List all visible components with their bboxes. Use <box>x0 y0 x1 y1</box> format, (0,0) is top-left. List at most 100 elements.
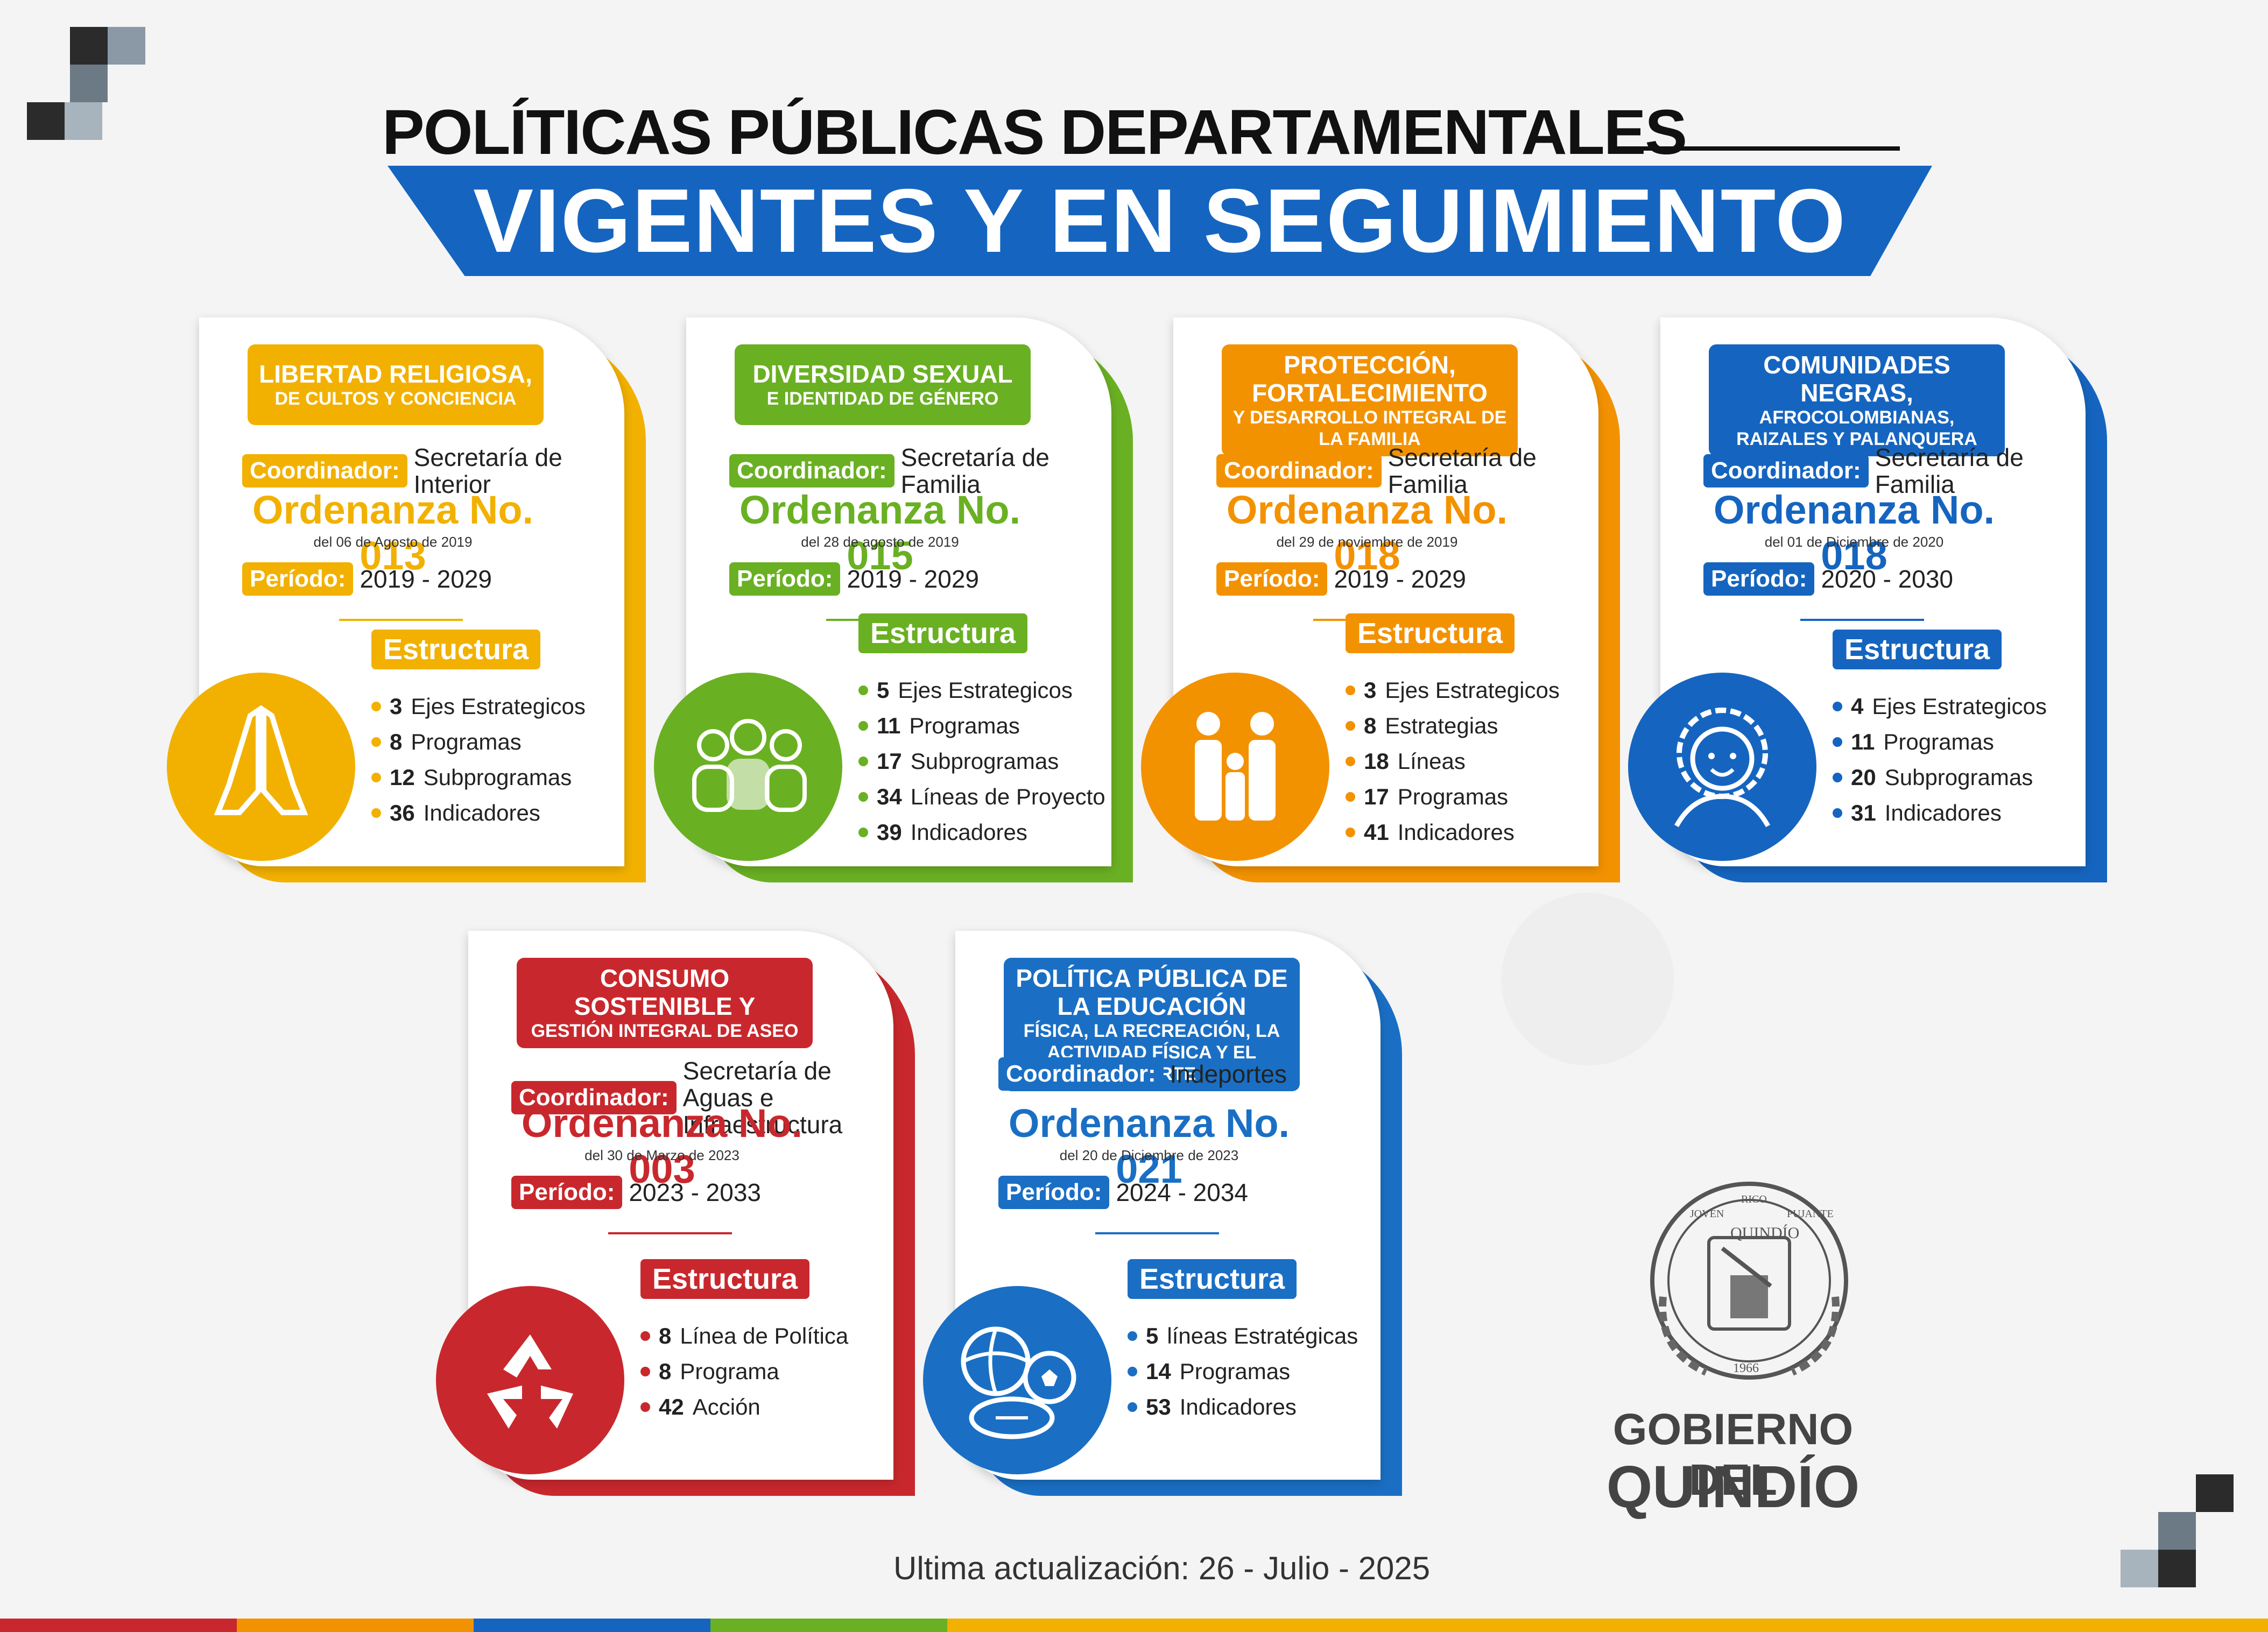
card-title-line1: CONSUMO SOSTENIBLE Y <box>574 964 756 1020</box>
seal-word-3: PUJANTE <box>1787 1208 1834 1220</box>
ordenanza-number: Ordenanza No. 013 <box>252 488 534 578</box>
coordinador-row: Coordinador: Secretaría de Familia <box>729 444 1095 498</box>
logo-text-line1: GOBIERNO DEL <box>1612 1405 1854 1504</box>
title-banner <box>388 166 1932 276</box>
item-label: Indicadores <box>1179 1394 1297 1419</box>
card-title-line2: DE CULTOS Y CONCIENCIA <box>274 388 517 409</box>
coordinador-label: Coordinador: <box>242 454 407 488</box>
coordinador-label: Coordinador: <box>1216 454 1382 488</box>
item-count: 8 <box>659 1323 672 1348</box>
card-title: PROTECCIÓN, FORTALECIMIENTO Y DESARROLLO… <box>1222 344 1518 456</box>
structure-item: 36 Indicadores <box>371 795 586 831</box>
structure-item: 3 Ejes Estrategicos <box>1346 673 1560 708</box>
card-title-line2: GESTIÓN INTEGRAL DE ASEO <box>531 1021 799 1041</box>
item-label: Líneas <box>1397 748 1466 774</box>
bullet-dot <box>1833 808 1842 818</box>
card-title-line1: LIBERTAD RELIGIOSA, <box>259 360 532 388</box>
item-label: Líneas de Proyecto <box>910 784 1105 809</box>
policy-card: DIVERSIDAD SEXUAL E IDENTIDAD DE GÉNERO … <box>654 317 1133 882</box>
structure-list: 4 Ejes Estrategicos 11 Programas 20 Subprogra… <box>1833 689 2047 831</box>
coordinador-row: Coordinador: Secretaría de Familia <box>1216 444 1582 498</box>
structure-list: 3 Ejes Estrategicos 8 Programas 12 Subprogram… <box>371 689 586 831</box>
ordenanza-date: del 20 de Diciembre de 2023 <box>1059 1147 1239 1163</box>
page-title: POLÍTICAS PÚBLICAS DEPARTAMENTALES <box>382 97 1687 168</box>
item-label: Ejes Estrategicos <box>1385 677 1560 703</box>
coordinador-value: Secretaría de Interior <box>413 443 562 498</box>
item-count: 17 <box>1364 784 1389 809</box>
periodo-value: 2024 - 2034 <box>1116 1178 1248 1206</box>
structure-item: 8 Programas <box>371 724 586 760</box>
structure-list: 5 Ejes Estrategicos 11 Programas 17 Subprogra… <box>858 673 1105 850</box>
periodo-row: Período: 2019 - 2029 <box>729 562 979 596</box>
card-title-line1: POLÍTICA PÚBLICA DE LA EDUCACIÓN <box>1016 964 1288 1020</box>
card-title-line1: COMUNIDADES NEGRAS, <box>1763 351 1950 407</box>
periodo-label: Período: <box>1703 562 1815 596</box>
item-count: 31 <box>1851 800 1876 825</box>
coordinador-value: Secretaría de Familia <box>1387 443 1537 498</box>
structure-item: 17 Subprogramas <box>858 744 1105 779</box>
bullet-dot <box>858 686 868 695</box>
item-label: Programas <box>1179 1359 1291 1384</box>
coordinador-value: Secretaría de Familia <box>900 443 1050 498</box>
stripe-yellow <box>947 1619 2268 1632</box>
coordinador-row: Coordinador: Secretaría de Aguas e Infra… <box>511 1057 877 1138</box>
structure-item: 41 Indicadores <box>1346 815 1560 850</box>
item-count: 20 <box>1851 765 1876 790</box>
structure-item: 31 Indicadores <box>1833 795 2047 831</box>
estructura-label: Estructura <box>1128 1259 1297 1299</box>
periodo-row: Período: 2019 - 2029 <box>242 562 492 596</box>
estructura-label: Estructura <box>371 630 541 669</box>
ordenanza-date: del 01 de Diciembre de 2020 <box>1764 534 1944 550</box>
bullet-dot <box>371 808 381 818</box>
item-count: 36 <box>390 800 415 825</box>
coordinador-value: Indeportes <box>1170 1060 1287 1088</box>
item-label: Programas <box>1883 729 1994 754</box>
structure-item: 20 Subprogramas <box>1833 760 2047 795</box>
separator <box>1800 619 1924 621</box>
item-label: Ejes Estrategicos <box>411 694 586 719</box>
item-count: 34 <box>877 784 902 809</box>
structure-item: 5 Ejes Estrategicos <box>858 673 1105 708</box>
item-label: Acción <box>692 1394 760 1419</box>
item-count: 42 <box>659 1394 684 1419</box>
structure-item: 11 Programas <box>858 708 1105 744</box>
bullet-dot <box>640 1331 650 1341</box>
ordenanza-number: Ordenanza No. 018 <box>1713 488 1995 578</box>
coordinador-value: Secretaría de Aguas e Infraestructura <box>682 1057 843 1139</box>
structure-item: 8 Estrategias <box>1346 708 1560 744</box>
coordinador-label: Coordinador: <box>1703 454 1869 488</box>
bullet-dot <box>1346 792 1355 802</box>
bullet-dot <box>858 721 868 731</box>
bullet-dot <box>1833 702 1842 711</box>
ordenanza-date: del 28 de agosto de 2019 <box>801 534 959 550</box>
ordenanza-number: Ordenanza No. 003 <box>521 1101 803 1191</box>
item-count: 4 <box>1851 694 1864 719</box>
structure-item: 42 Acción <box>640 1389 848 1425</box>
structure-item: 12 Subprogramas <box>371 760 586 795</box>
periodo-row: Período: 2023 - 2033 <box>511 1176 761 1209</box>
recycle-icon <box>436 1286 624 1474</box>
periodo-row: Período: 2020 - 2030 <box>1703 562 1953 596</box>
praying-hands-icon <box>167 673 355 861</box>
item-label: Indicadores <box>1397 819 1515 845</box>
structure-item: 5 líneas Estratégicas <box>1128 1318 1358 1354</box>
item-count: 11 <box>877 713 901 738</box>
item-count: 53 <box>1146 1394 1171 1419</box>
item-label: Indicadores <box>910 819 1027 845</box>
periodo-label: Período: <box>511 1176 623 1209</box>
ordenanza-number: Ordenanza No. 018 <box>1226 488 1508 578</box>
stripe-blue <box>474 1619 710 1632</box>
policy-card: LIBERTAD RELIGIOSA, DE CULTOS Y CONCIENC… <box>167 317 646 882</box>
item-count: 11 <box>1851 729 1875 754</box>
bullet-dot <box>371 737 381 747</box>
item-label: Programa <box>680 1359 779 1384</box>
coordinador-label: Coordinador: <box>511 1081 677 1114</box>
item-count: 3 <box>390 694 403 719</box>
item-count: 12 <box>390 765 415 790</box>
bullet-dot <box>1128 1402 1137 1412</box>
bullet-dot <box>858 792 868 802</box>
structure-list: 8 Línea de Política 8 Programa 42 Acción <box>640 1318 848 1425</box>
ordenanza-date: del 30 de Marzo de 2023 <box>584 1147 739 1163</box>
structure-list: 5 líneas Estratégicas 14 Programas 53 Indicad… <box>1128 1318 1358 1425</box>
periodo-row: Período: 2019 - 2029 <box>1216 562 1466 596</box>
